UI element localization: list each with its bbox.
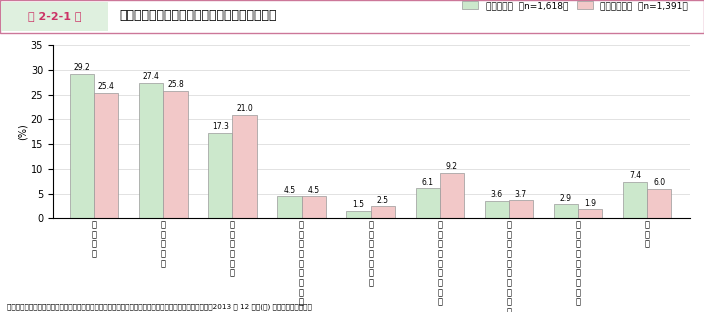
Text: 2.5: 2.5 [377, 196, 389, 205]
Text: 1.9: 1.9 [584, 198, 596, 207]
Text: 資料：中小企業庁委託「中小企業者・小規模企業者の経営実態及び事業承継に関するアンケート調査」（2013 年 12 月、(株) 帝国データバンク）: 資料：中小企業庁委託「中小企業者・小規模企業者の経営実態及び事業承継に関するアン… [7, 304, 312, 310]
Text: 1.5: 1.5 [353, 201, 365, 209]
Bar [415, 188, 440, 218]
Text: 17.3: 17.3 [212, 122, 229, 131]
Bar [346, 211, 371, 218]
Bar [163, 91, 187, 218]
Text: 第 2-2-1 図: 第 2-2-1 図 [28, 11, 81, 21]
Text: 27.4: 27.4 [143, 72, 160, 81]
FancyBboxPatch shape [0, 0, 704, 33]
Bar [94, 93, 118, 218]
Bar [509, 200, 533, 218]
Legend: 中規模企業  （n=1,618）, 小規模事業者  （n=1,391）: 中規模企業 （n=1,618）, 小規模事業者 （n=1,391） [458, 0, 692, 14]
Text: 地域が抱える課題（中小企業・小規模事業者）: 地域が抱える課題（中小企業・小規模事業者） [120, 9, 277, 22]
Text: 3.6: 3.6 [491, 190, 503, 199]
Text: 21.0: 21.0 [236, 104, 253, 113]
FancyBboxPatch shape [1, 2, 108, 31]
Text: そ
の
他: そ の 他 [645, 220, 650, 249]
Bar [647, 189, 671, 218]
Text: 4.5: 4.5 [308, 186, 320, 195]
Text: 25.4: 25.4 [98, 82, 115, 91]
Text: 商
店
街
・
退
嬰: 商 店 街 ・ 退 嬰 [230, 220, 235, 278]
Text: 4.5: 4.5 [284, 186, 296, 195]
Text: 3.7: 3.7 [515, 190, 527, 199]
Bar [232, 115, 257, 218]
Text: 大
規
模
工
場
等
の
不
在: 大 規 模 工 場 等 の 不 在 [437, 220, 442, 307]
Bar [578, 209, 602, 218]
Bar [301, 196, 326, 218]
Text: 地
域
ブ
ラ
ン
ド
の
不
在: 地 域 ブ ラ ン ド の 不 在 [299, 220, 304, 307]
Text: 6.1: 6.1 [422, 178, 434, 187]
Bar [70, 74, 94, 218]
Bar [371, 206, 395, 218]
Text: 9.2: 9.2 [446, 163, 458, 171]
Text: 観
光
資
源
の
不
在: 観 光 資 源 の 不 在 [368, 220, 373, 287]
Bar [139, 83, 163, 218]
Text: 脆
弱
な
イ
ン
フ
ラ
交
通: 脆 弱 な イ ン フ ラ 交 通 [575, 220, 581, 307]
Bar [208, 133, 232, 218]
Text: 6.0: 6.0 [653, 178, 665, 187]
Text: 7.4: 7.4 [629, 171, 641, 180]
Bar [554, 204, 578, 218]
Bar [440, 173, 464, 218]
Bar [623, 182, 647, 218]
Text: 2.9: 2.9 [560, 193, 572, 202]
Text: 25.8: 25.8 [167, 80, 184, 89]
Text: 少
子
高
齢
化: 少 子 高 齢 化 [161, 220, 166, 268]
Text: 人
口
減
少: 人 口 減 少 [92, 220, 96, 258]
Bar [277, 196, 301, 218]
Text: 29.2: 29.2 [74, 63, 91, 72]
Text: 地
域
コ
ミ
ュ
ニ
テ
ィ
の
衰
退: 地 域 コ ミ ュ ニ テ ィ の 衰 退 [506, 220, 511, 312]
Y-axis label: (%): (%) [18, 124, 27, 140]
Bar [484, 201, 509, 218]
